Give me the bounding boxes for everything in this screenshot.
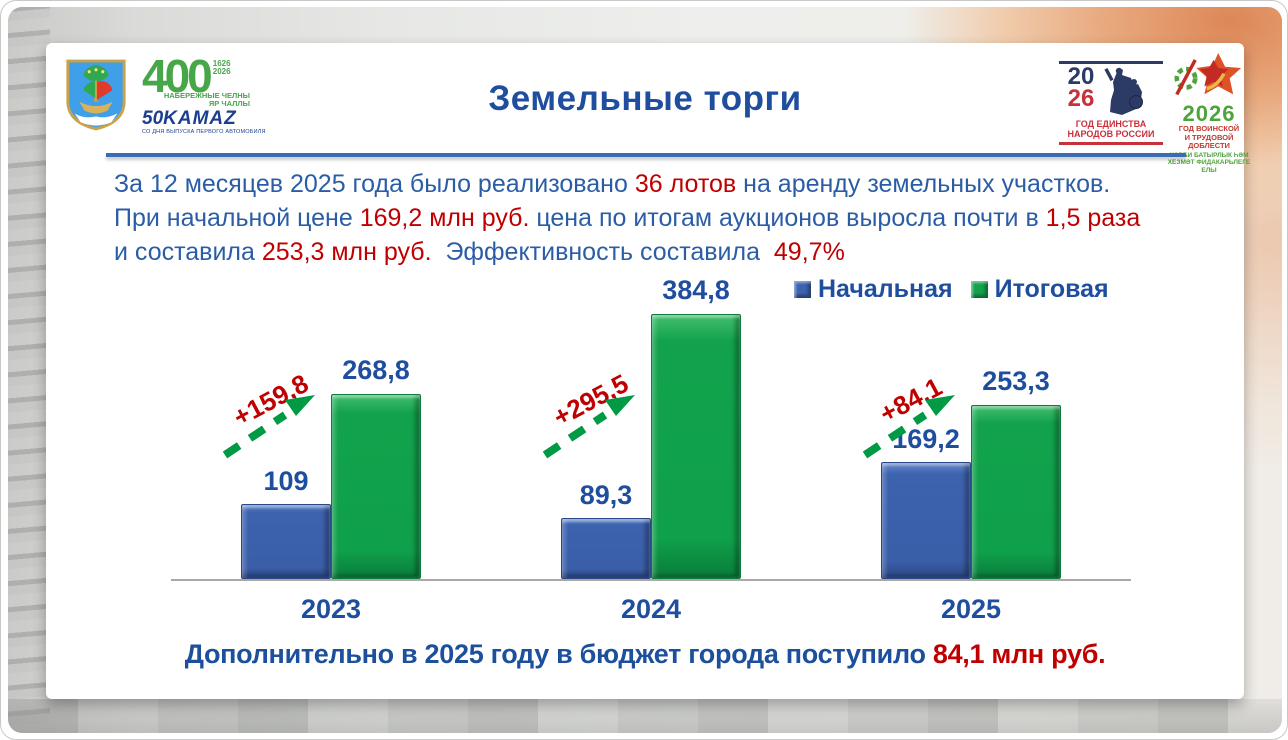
legend-swatch-final (970, 281, 988, 298)
body-text: Дополнительно в 2025 году в бюджет город… (184, 639, 933, 669)
highlight-red-text: 49,7% (773, 238, 845, 266)
category-label-2023: 2023 (300, 594, 362, 624)
bar-initial-2025 (881, 462, 971, 579)
page-title: Земельные торги (488, 79, 802, 118)
growth-arrow-2023 (222, 395, 315, 459)
bar-final-2025 (971, 405, 1061, 579)
unity-2026-logo: 20 26 ГОД ЕДИНСТВА НАРОДОВ РОССИИ (1059, 61, 1163, 145)
unity-caption: ГОД ЕДИНСТВА НАРОДОВ РОССИИ (1059, 119, 1163, 145)
anniversary-city-name: НАБЕРЕЖНЫЕ ЧЕЛНЫ ЯР ЧАЛЛЫ (163, 91, 250, 108)
coat-of-arms-icon (66, 59, 126, 131)
legend-swatch-initial (794, 281, 811, 298)
anniversary-year-from: 1626 (212, 59, 231, 68)
valor-caption-ru: ГОД ВОИНСКОЙ И ТРУДОВОЙ ДОБЛЕСТИ (1178, 124, 1240, 150)
valor-year: 2026 (1182, 101, 1236, 126)
anniversary-year-to: 2026 (212, 67, 231, 76)
value-label-initial-2023: 109 (263, 466, 309, 496)
body-text: цена по итогам аукционов выросла почти в (529, 204, 1046, 232)
valor-2026-logo: 2026 ГОД ВОИНСКОЙ И ТРУДОВОЙ ДОБЛЕСТИ ХӘ… (1166, 53, 1252, 174)
legend-item-initial: Начальная (794, 275, 953, 304)
category-label-2024: 2024 (620, 594, 682, 624)
paragraph-line: и составила 253,3 млн руб. Эффективность… (114, 235, 1214, 269)
bar-final-2023 (331, 394, 421, 579)
highlight-red-text: 1,5 раза (1045, 204, 1141, 232)
valor-star-icon (1174, 53, 1242, 96)
category-label-2025: 2025 (940, 594, 1002, 624)
growth-arrow-2024 (542, 395, 635, 459)
value-label-initial-2024: 89,3 (579, 480, 633, 510)
header-divider (106, 153, 1186, 157)
anniversary-400-logo: 400 1626 2026 НАБЕРЕЖНЫЕ ЧЕЛНЫ ЯР ЧАЛЛЫ … (142, 50, 292, 135)
anniversary-years: 1626 2026 (213, 60, 231, 76)
value-label-final-2023: 268,8 (342, 355, 410, 385)
growth-arrow-2025 (862, 395, 955, 459)
highlight-red-text: 36 лотов (634, 170, 737, 198)
legend-label-initial: Начальная (818, 275, 953, 303)
bar-chart: Начальная Итоговая 109 268,8 +159,8 2023 89,3… (46, 43, 1244, 699)
highlight-red-text: 84,1 млн руб. (932, 639, 1106, 669)
legend-item-final: Итоговая (970, 275, 1109, 304)
body-text: Эффективность составила (431, 238, 774, 266)
bar-final-2024 (651, 314, 741, 579)
body-text: на аренду земельных участков. (736, 170, 1111, 198)
body-text: За 12 месяцев 2025 года было реализовано (114, 170, 635, 198)
body-text: и составила (114, 238, 262, 266)
legend-label-final: Итоговая (994, 275, 1109, 303)
unity-year: 20 26 (1067, 63, 1095, 112)
anniversary-number: 400 (142, 50, 213, 102)
city-coat-of-arms-logo (63, 57, 129, 133)
body-text: При начальной цене (114, 204, 360, 232)
value-label-final-2025: 253,3 (982, 366, 1050, 396)
highlight-red-text: 169,2 млн руб. (359, 204, 530, 232)
chart-legend: Начальная Итоговая (794, 275, 1109, 304)
x-axis-line (171, 579, 1131, 581)
summary-paragraph: За 12 месяцев 2025 года было реализовано… (114, 167, 1214, 269)
bar-initial-2024 (561, 518, 651, 579)
highlight-red-text: 253,3 млн руб. (261, 238, 432, 266)
valor-caption-tat: ХӘРБИ БАТЫРЛЫК ҺӘМ ХЕЗМӘТ ФИДАКАРЬЛЕГЕ Е… (1167, 151, 1251, 174)
kamaz-brand: KAMAZ (163, 108, 237, 129)
value-label-final-2024: 384,8 (662, 275, 730, 305)
kamaz-caption: СО ДНЯ ВЫПУСКА ПЕРВОГО АВТОМОБИЛЯ (142, 129, 266, 135)
slide-card: 400 1626 2026 НАБЕРЕЖНЫЕ ЧЕЛНЫ ЯР ЧАЛЛЫ … (46, 43, 1250, 699)
statue-icon (1104, 67, 1144, 115)
bar-initial-2023 (241, 504, 331, 579)
footer-note: Дополнительно в 2025 году в бюджет город… (46, 639, 1244, 670)
paragraph-line: За 12 месяцев 2025 года было реализовано… (114, 167, 1214, 201)
paragraph-line: При начальной цене 169,2 млн руб. цена п… (114, 201, 1214, 235)
kamaz-50-logo: 50KAMAZ (142, 108, 292, 129)
kamaz-number: 50 (142, 108, 164, 129)
